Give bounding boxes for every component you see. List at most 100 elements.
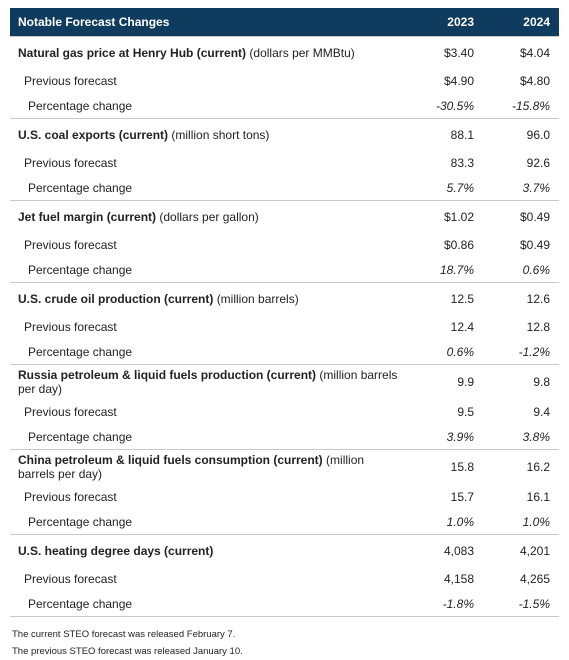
unit: (dollars per MMBtu) [249,45,355,60]
row-label: Percentage change [10,93,407,119]
previous-row: Previous forecast $4.90 $4.80 [10,68,559,93]
value-cell: 88.1 [407,118,483,150]
value-cell: 16.2 [483,449,559,484]
row-label: Russia petroleum & liquid fuels producti… [10,364,407,399]
value-cell: 0.6% [483,257,559,283]
value-cell: -15.8% [483,93,559,119]
row-label: Previous forecast [24,489,117,504]
row-label: Previous forecast [24,237,117,252]
value-cell: 9.8 [483,364,559,399]
current-row: U.S. heating degree days (current) 4,083 4… [10,534,559,566]
value-cell: 15.8 [407,449,483,484]
previous-row: Previous forecast 12.4 12.8 [10,314,559,339]
table-title: Notable Forecast Changes [10,8,407,37]
change-row: Percentage change -30.5% -15.8% [10,93,559,119]
value-cell: -1.5% [483,591,559,617]
column-header: 2023 [407,8,483,37]
value-cell: $4.90 [443,73,474,88]
series-title: Jet fuel margin (current) [18,209,157,224]
value-cell: 4,201 [483,534,559,566]
row-label: Previous forecast [24,73,117,88]
row-label: Previous forecast [24,155,117,170]
value-cell: $0.49 [483,200,559,232]
value-cell: 3.9% [407,424,483,450]
header-row: Notable Forecast Changes 2023 2024 [10,8,559,37]
footnote: The current STEO forecast was released F… [12,629,236,640]
value-cell: $0.49 [519,237,550,252]
series-title: Natural gas price at Henry Hub (current) [18,45,247,60]
change-row: Percentage change 3.9% 3.8% [10,424,559,450]
row-label: U.S. heating degree days (current) [10,534,407,566]
value-cell: 9.4 [533,404,550,419]
unit: (million barrels per day) [18,453,365,481]
row-label: Previous forecast [24,404,117,419]
table-body: Natural gas price at Henry Hub (current)… [10,36,559,617]
previous-row: Previous forecast 4,158 4,265 [10,566,559,591]
value-cell: $1.02 [407,200,483,232]
value-cell: 4,265 [519,571,550,586]
row-label: Percentage change [10,424,407,450]
row-label: Natural gas price at Henry Hub (current)… [10,36,407,68]
value-cell: 0.6% [407,339,483,365]
previous-row: Previous forecast 83.3 92.6 [10,150,559,175]
previous-row: Previous forecast 15.7 16.1 [10,484,559,509]
current-row: U.S. crude oil production (current) (mil… [10,282,559,314]
row-label: Jet fuel margin (current) (dollars per g… [10,200,407,232]
row-label: Previous forecast [24,319,117,334]
value-cell: 12.8 [526,319,550,334]
value-cell: 1.0% [407,509,483,535]
value-cell: $4.80 [519,73,550,88]
row-label: U.S. crude oil production (current) (mil… [10,282,407,314]
value-cell: 3.8% [483,424,559,450]
unit: (million short tons) [171,127,270,142]
current-row: Russia petroleum & liquid fuels producti… [10,364,559,399]
row-label: Percentage change [10,509,407,535]
page: Notable Forecast Changes 2023 2024 Natur… [10,8,559,657]
change-row: Percentage change 1.0% 1.0% [10,509,559,535]
value-cell: 83.3 [450,155,474,170]
value-cell: 9.5 [457,404,474,419]
change-row: Percentage change 18.7% 0.6% [10,257,559,283]
unit: (million barrels per day) [18,368,398,396]
current-row: China petroleum & liquid fuels consumpti… [10,449,559,484]
value-cell: 3.7% [483,175,559,201]
current-row: U.S. coal exports (current) (million sho… [10,118,559,150]
value-cell: 9.9 [407,364,483,399]
current-row: Natural gas price at Henry Hub (current)… [10,36,559,68]
row-label: Percentage change [10,175,407,201]
value-cell: -30.5% [407,93,483,119]
change-row: Percentage change 0.6% -1.2% [10,339,559,365]
unit: (dollars per gallon) [159,209,259,224]
change-row: Percentage change -1.8% -1.5% [10,591,559,617]
unit: (million barrels) [216,291,299,306]
table-wrap: Notable Forecast Changes 2023 2024 Natur… [10,8,559,660]
value-cell: 5.7% [407,175,483,201]
value-cell: 16.1 [526,489,550,504]
series-title: China petroleum & liquid fuels consumpti… [18,453,323,467]
footnote: The previous STEO forecast was released … [12,646,243,657]
row-label: Percentage change [10,339,407,365]
value-cell: 4,083 [407,534,483,566]
value-cell: $4.04 [483,36,559,68]
series-title: U.S. crude oil production (current) [18,291,214,306]
series-title: Russia petroleum & liquid fuels producti… [18,368,317,382]
previous-row: Previous forecast 9.5 9.4 [10,399,559,424]
series-title: U.S. coal exports (current) [18,127,169,142]
current-row: Jet fuel margin (current) (dollars per g… [10,200,559,232]
value-cell: 1.0% [483,509,559,535]
value-cell: $3.40 [407,36,483,68]
value-cell: -1.8% [407,591,483,617]
column-header: 2024 [483,8,559,37]
row-label: Percentage change [10,257,407,283]
value-cell: -1.2% [483,339,559,365]
forecast-table: Notable Forecast Changes 2023 2024 Natur… [10,8,559,617]
value-cell: 15.7 [450,489,474,504]
value-cell: 92.6 [526,155,550,170]
value-cell: 12.4 [450,319,474,334]
value-cell: 4,158 [443,571,474,586]
value-cell: 96.0 [483,118,559,150]
row-label: China petroleum & liquid fuels consumpti… [10,449,407,484]
value-cell: 12.5 [407,282,483,314]
row-label: Percentage change [10,591,407,617]
row-label: Previous forecast [24,571,117,586]
